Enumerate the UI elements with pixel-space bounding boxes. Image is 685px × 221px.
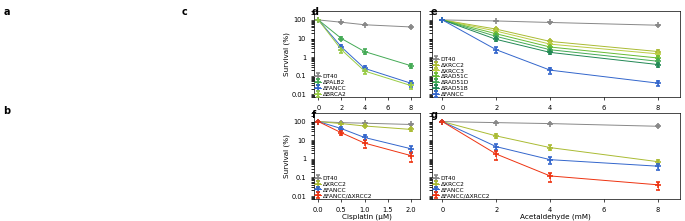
Text: e: e	[430, 7, 437, 17]
Y-axis label: Survival (%): Survival (%)	[284, 32, 290, 76]
Text: g: g	[430, 110, 437, 120]
Text: d: d	[312, 7, 319, 17]
X-axis label: Acetaldehyde (mM): Acetaldehyde (mM)	[520, 214, 591, 220]
Legend: DT40, ΔXRCC2, ΔFANCC, ΔFANCC/ΔXRCC2: DT40, ΔXRCC2, ΔFANCC, ΔFANCC/ΔXRCC2	[314, 176, 372, 198]
Text: b: b	[3, 106, 10, 116]
Text: f: f	[312, 110, 316, 120]
Legend: DT40, ΔPALB2, ΔFANCC, ΔBRCA2: DT40, ΔPALB2, ΔFANCC, ΔBRCA2	[314, 74, 347, 97]
Legend: DT40, ΔXRCC2, ΔXRCC3, ΔRAD51C, ΔRAD51D, ΔRAD51B, ΔFANCC: DT40, ΔXRCC2, ΔXRCC3, ΔRAD51C, ΔRAD51D, …	[432, 57, 469, 97]
X-axis label: Acetaldehyde (mM): Acetaldehyde (mM)	[332, 112, 402, 119]
Text: c: c	[182, 7, 187, 17]
Y-axis label: Survival (%): Survival (%)	[284, 134, 290, 178]
Legend: DT40, ΔXRCC2, ΔFANCC, ΔFANCC/ΔXRCC2: DT40, ΔXRCC2, ΔFANCC, ΔFANCC/ΔXRCC2	[432, 176, 490, 198]
X-axis label: Cisplatin (μM): Cisplatin (μM)	[342, 214, 392, 220]
X-axis label: Acetaldehyde (mM): Acetaldehyde (mM)	[520, 112, 591, 119]
Text: a: a	[3, 7, 10, 17]
